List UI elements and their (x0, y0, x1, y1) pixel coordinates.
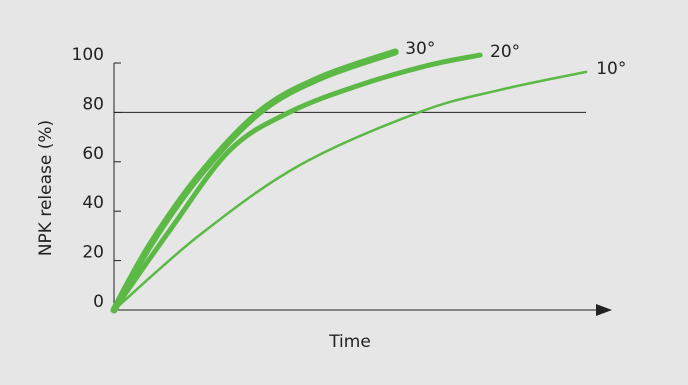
x-axis-label: Time (328, 332, 371, 352)
line-series (112, 70, 588, 312)
y-tick-label: 80 (82, 94, 104, 114)
y-axis-label: NPK release (%) (36, 120, 56, 256)
y-tick-label: 40 (82, 193, 104, 213)
y-tick-label: 0 (93, 292, 104, 312)
y-tick-label: 60 (82, 144, 104, 164)
line-series (111, 52, 483, 313)
y-tick-label: 100 (72, 45, 104, 65)
line-series (110, 48, 399, 314)
series-label: 10° (596, 59, 626, 79)
x-axis-arrow (596, 304, 612, 316)
series-label: 30° (405, 39, 435, 59)
series-label: 20° (490, 42, 520, 62)
y-tick-label: 20 (82, 243, 104, 263)
